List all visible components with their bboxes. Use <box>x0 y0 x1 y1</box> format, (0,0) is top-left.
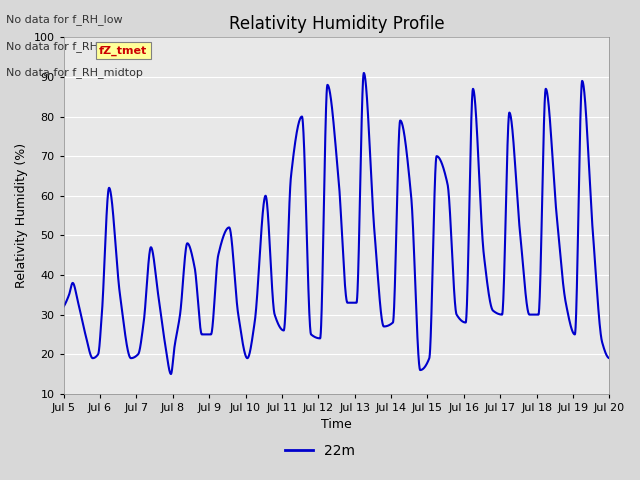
Text: No data for f_RH_low: No data for f_RH_low <box>6 14 123 25</box>
Y-axis label: Relativity Humidity (%): Relativity Humidity (%) <box>15 143 28 288</box>
Title: Relativity Humidity Profile: Relativity Humidity Profile <box>228 15 444 33</box>
X-axis label: Time: Time <box>321 419 352 432</box>
Text: No data for f_RH_midtop: No data for f_RH_midtop <box>6 67 143 78</box>
Legend: 22m: 22m <box>280 438 360 464</box>
Text: fZ_tmet: fZ_tmet <box>99 45 147 56</box>
Text: No data for f_RH_midlow: No data for f_RH_midlow <box>6 41 144 52</box>
